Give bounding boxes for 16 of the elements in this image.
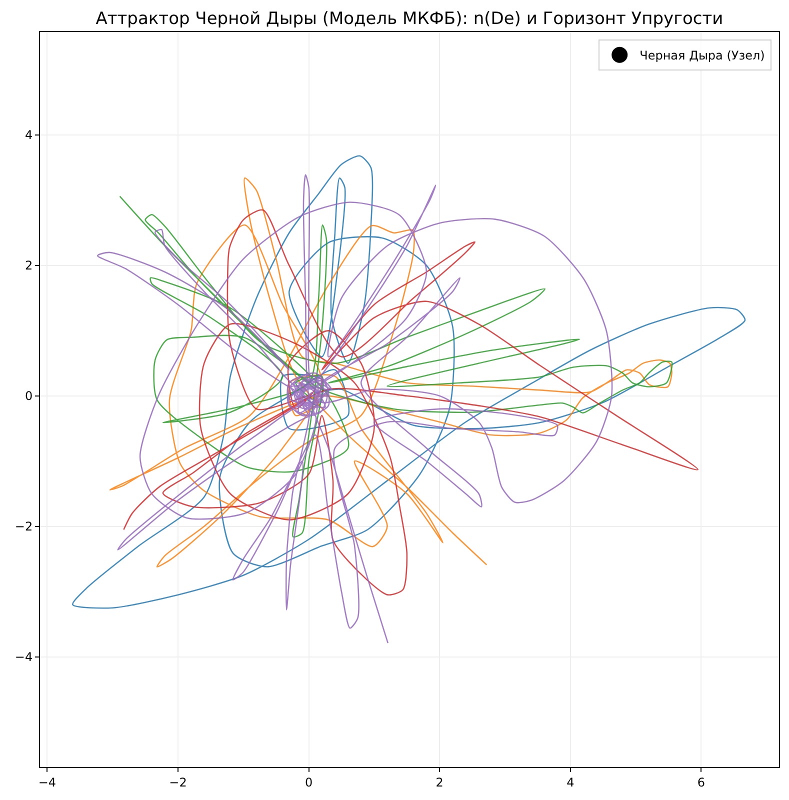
x-tick-label: 6 xyxy=(697,775,705,790)
line-series xyxy=(123,209,699,596)
y-tick-label: 2 xyxy=(24,258,33,273)
y-tick-label: −4 xyxy=(14,650,33,664)
x-tick-label: 0 xyxy=(304,775,313,790)
x-tick-label: −4 xyxy=(38,775,56,790)
line-series xyxy=(96,174,612,644)
legend-label: Черная Дыра (Узел) xyxy=(640,48,765,63)
line-series xyxy=(72,155,746,609)
y-tick-label: 4 xyxy=(24,128,33,142)
x-tick-label: 4 xyxy=(566,775,574,790)
x-tick-label: −2 xyxy=(169,775,187,790)
y-tick-label: −2 xyxy=(14,520,33,534)
chart-title: Аттрактор Черной Дыры (Модель МКФБ): n(De) и Горизонт Упругости xyxy=(96,8,724,29)
y-tick-label: 0 xyxy=(24,389,33,404)
x-tick-label: 2 xyxy=(436,775,444,790)
